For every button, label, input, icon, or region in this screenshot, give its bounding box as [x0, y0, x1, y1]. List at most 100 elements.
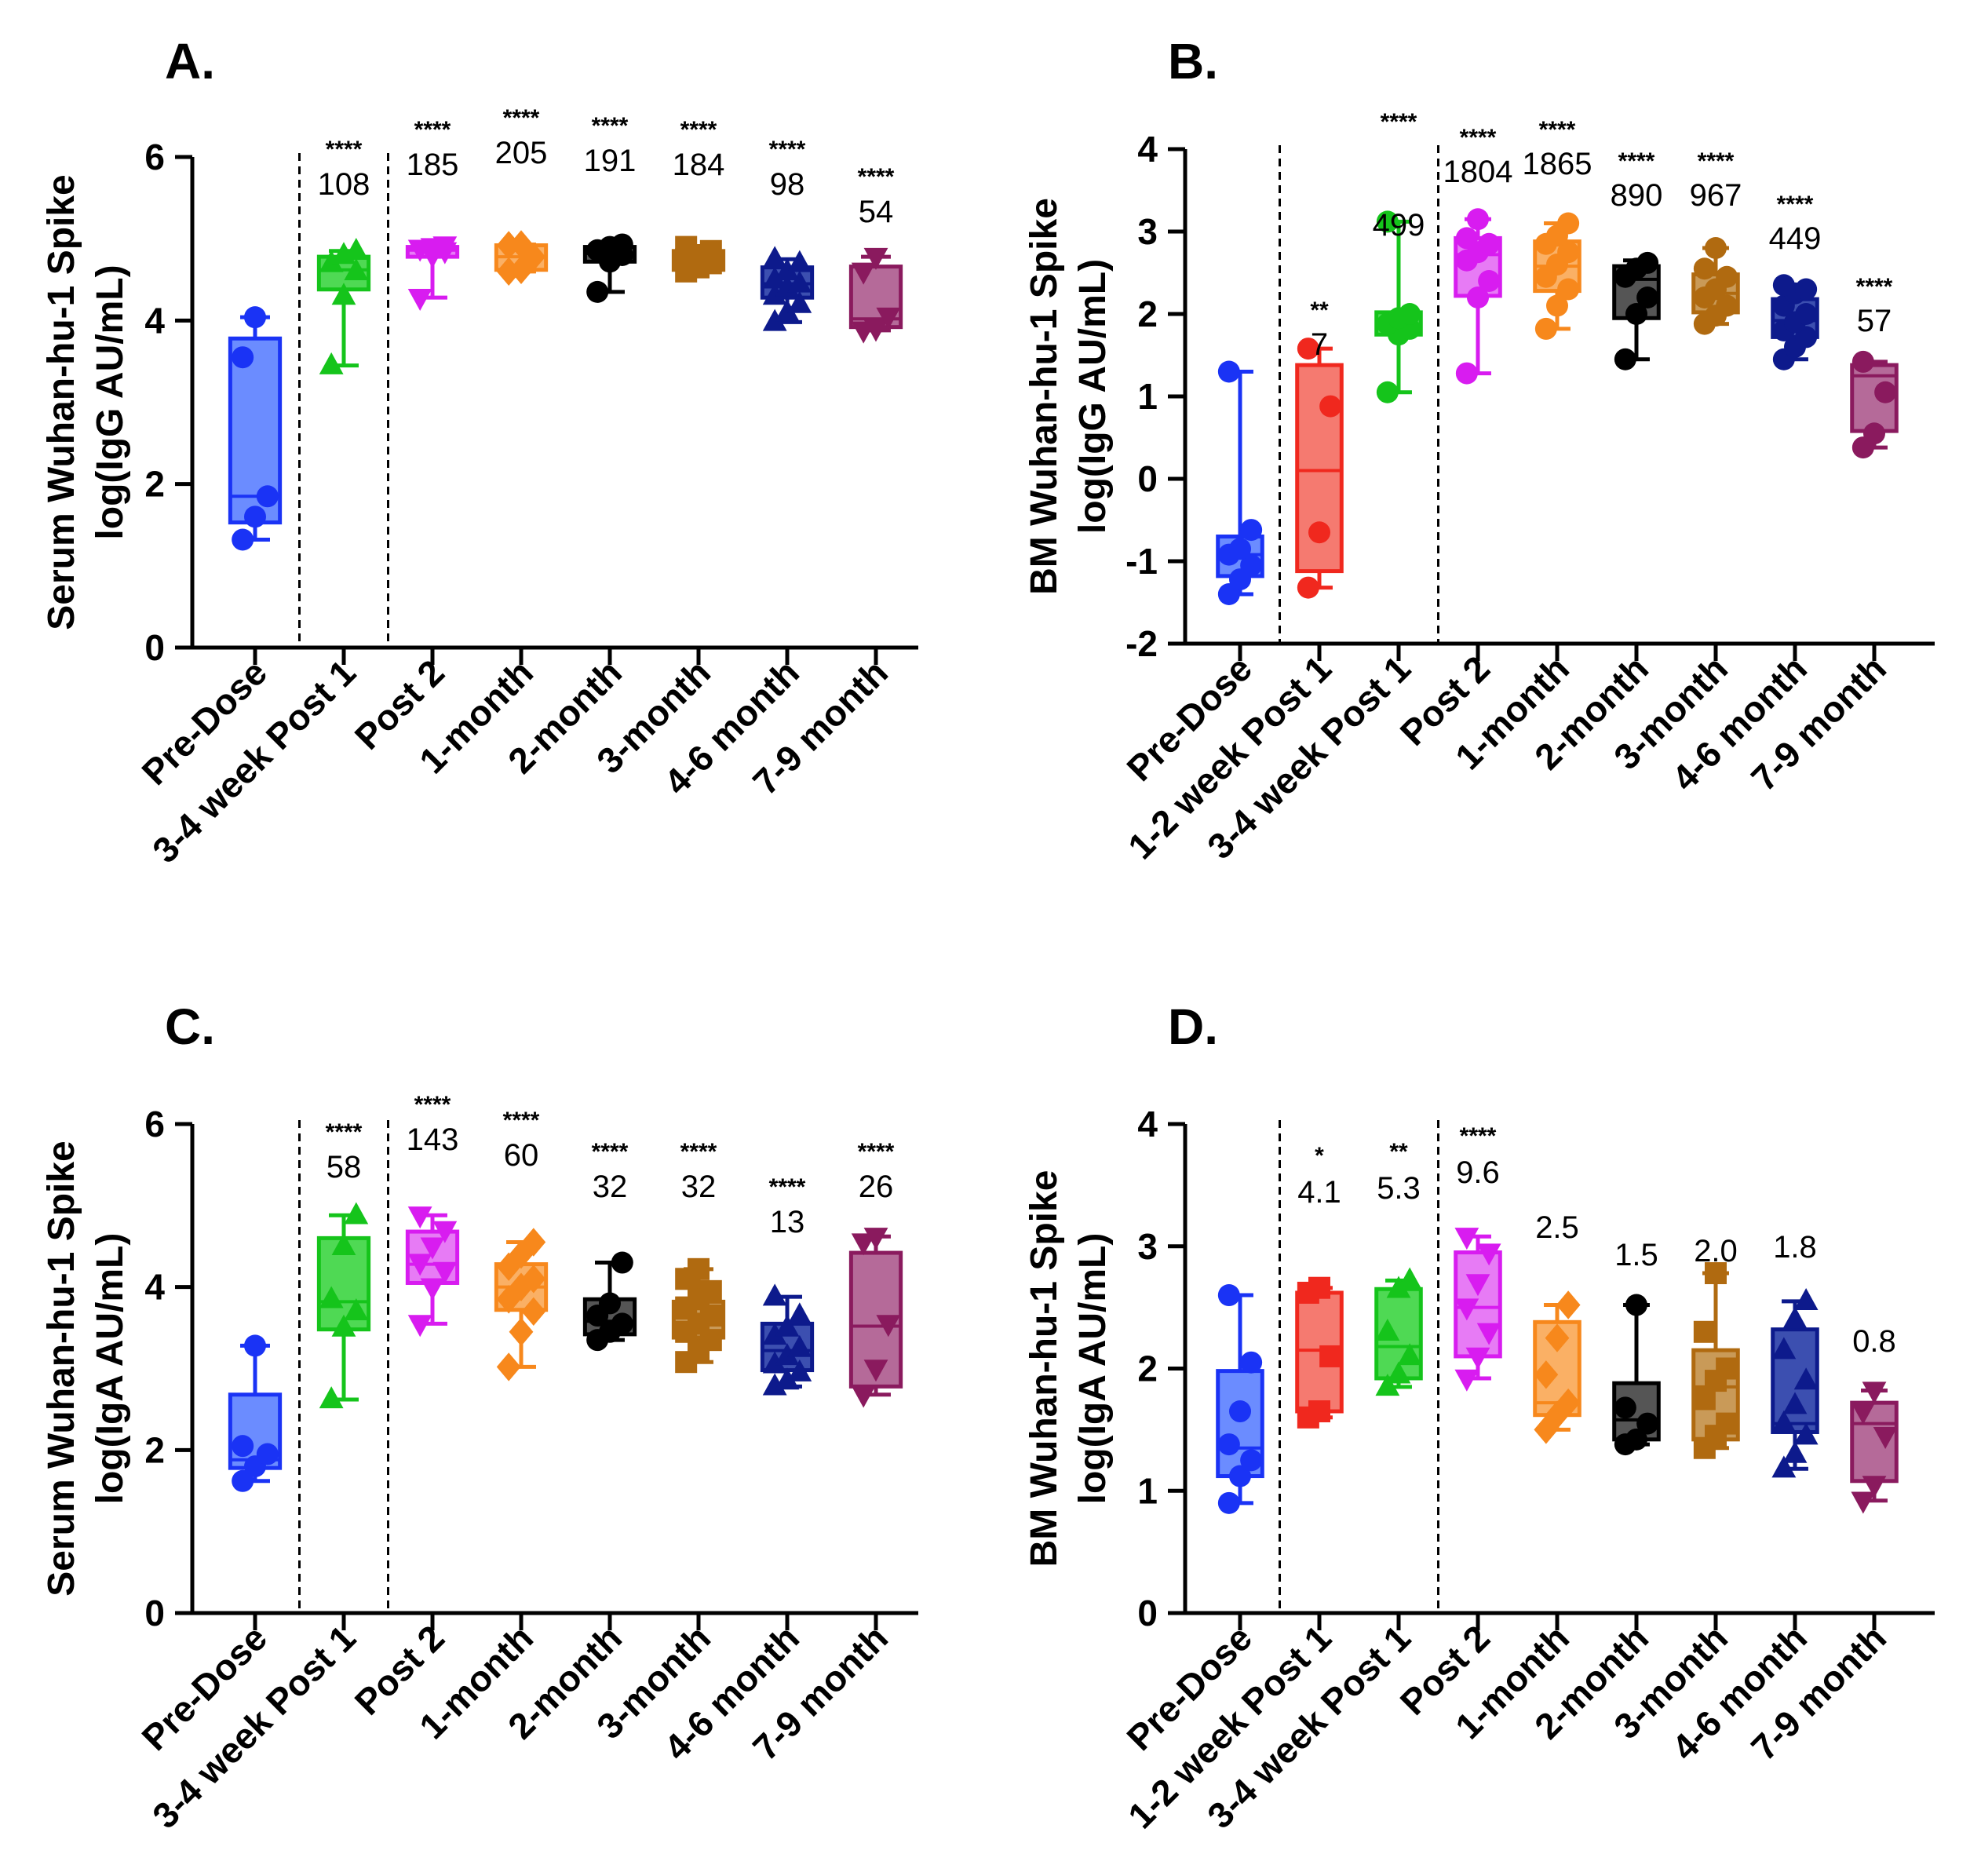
data-point	[1308, 521, 1330, 544]
fold-change-label: 2.0	[1694, 1234, 1738, 1268]
data-point	[344, 1202, 369, 1225]
box-plot	[1533, 1290, 1581, 1444]
data-point	[1557, 278, 1580, 301]
data-point	[420, 1278, 445, 1301]
data-point	[1478, 232, 1501, 255]
fold-change-label: 890	[1611, 178, 1663, 213]
significance-stars: ****	[592, 113, 629, 139]
data-point	[1467, 208, 1489, 231]
data-point	[1240, 1449, 1263, 1472]
fold-change-label: 7	[1311, 327, 1328, 362]
data-point	[1782, 1392, 1808, 1414]
data-point	[787, 1334, 812, 1357]
y-axis-label-line1: BM Wuhan-hu-1 Spike	[1023, 1170, 1065, 1568]
data-point	[432, 1221, 458, 1243]
data-point	[1229, 1465, 1251, 1487]
box-plot	[1295, 1276, 1344, 1429]
data-point	[319, 250, 344, 272]
data-point	[1693, 257, 1716, 280]
data-point	[509, 1317, 534, 1346]
fold-change-label: 13	[770, 1205, 805, 1239]
data-point	[1693, 1320, 1716, 1343]
data-point	[775, 258, 800, 281]
data-point	[851, 262, 876, 285]
y-axis-label-line2: log(IgG AU/mL)	[89, 265, 131, 539]
box-plot	[1691, 237, 1740, 335]
data-point	[787, 270, 812, 293]
y-axis-label-line1: Serum Wuhan-hu-1 Spike	[41, 1141, 82, 1597]
data-point	[1782, 1306, 1808, 1329]
y-tick-label: 4	[144, 1267, 165, 1308]
y-tick-label: 3	[1137, 211, 1158, 252]
significance-stars: ****	[680, 1139, 717, 1165]
y-tick-label: 1	[1137, 1470, 1158, 1511]
data-point	[599, 1292, 621, 1315]
significance-stars: ****	[858, 1139, 895, 1165]
data-point	[762, 1351, 787, 1374]
data-point	[762, 1323, 787, 1345]
y-axis-label-line1: Serum Wuhan-hu-1 Spike	[41, 174, 82, 630]
data-point	[876, 1315, 901, 1338]
data-point	[863, 319, 888, 342]
data-point	[775, 1367, 800, 1390]
fold-change-label: 5.3	[1377, 1171, 1421, 1206]
fold-change-label: 54	[859, 195, 894, 229]
box-plot	[1691, 1262, 1740, 1459]
data-point	[1386, 1276, 1411, 1298]
significance-stars: ****	[414, 117, 451, 143]
data-point	[344, 258, 369, 281]
data-point	[1873, 1426, 1898, 1449]
data-point	[787, 290, 812, 313]
data-point	[762, 266, 787, 289]
data-point	[331, 283, 356, 305]
y-tick-label: -2	[1125, 623, 1158, 664]
fold-change-label: 60	[504, 1138, 539, 1173]
box-plot	[1771, 274, 1819, 370]
data-point	[1534, 317, 1557, 340]
box-plot	[1454, 1228, 1502, 1392]
box-plot	[1850, 350, 1899, 459]
data-point	[1716, 265, 1738, 288]
fold-change-label: 449	[1769, 221, 1822, 256]
significance-stars: ****	[1618, 148, 1655, 174]
data-point	[344, 1298, 369, 1321]
significance-stars: ****	[1381, 109, 1417, 135]
data-point	[509, 230, 534, 259]
fold-change-label: 32	[593, 1170, 628, 1204]
box-plot	[316, 1202, 371, 1409]
data-point	[1478, 270, 1501, 292]
box-plot	[582, 1251, 637, 1352]
data-point	[1297, 338, 1319, 360]
data-point	[1297, 576, 1319, 599]
data-point	[432, 236, 458, 259]
data-point	[1636, 251, 1659, 274]
data-point	[1386, 1361, 1411, 1384]
fold-change-label: 1865	[1523, 147, 1592, 181]
fold-change-label: 9.6	[1456, 1155, 1500, 1190]
fold-change-label: 499	[1373, 208, 1425, 243]
data-point	[1851, 350, 1874, 373]
data-point	[611, 1251, 633, 1274]
data-point	[863, 1228, 888, 1250]
data-point	[611, 233, 633, 256]
box-plot	[1216, 1284, 1264, 1514]
y-tick-label: 6	[144, 137, 165, 177]
data-point	[232, 1435, 254, 1458]
data-point	[1795, 303, 1818, 325]
data-point	[432, 1261, 458, 1284]
y-tick-label: 0	[144, 627, 165, 668]
significance-stars: ****	[769, 137, 806, 162]
data-point	[496, 1285, 521, 1314]
data-point	[787, 1302, 812, 1325]
y-axis-label-line2: log(IgA AU/mL)	[1072, 1233, 1114, 1505]
data-point	[344, 237, 369, 260]
data-point	[1614, 348, 1636, 370]
data-point	[1862, 1476, 1887, 1498]
data-point	[1793, 1288, 1819, 1311]
box-plot	[760, 246, 815, 331]
data-point	[1862, 1381, 1887, 1404]
data-point	[1545, 1323, 1570, 1352]
data-point	[232, 1469, 254, 1492]
data-point	[1716, 294, 1738, 317]
